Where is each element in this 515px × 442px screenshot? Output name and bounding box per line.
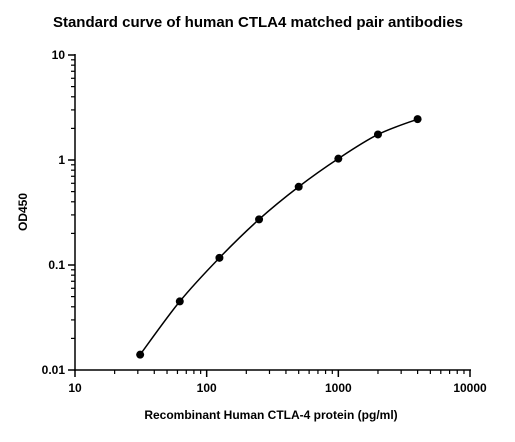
- fitted-curve: [139, 118, 418, 356]
- y-axis-label: OD450: [16, 193, 30, 231]
- data-point: [255, 215, 264, 224]
- data-point: [334, 154, 343, 163]
- chart-title: Standard curve of human CTLA4 matched pa…: [53, 14, 463, 31]
- data-points: [136, 115, 422, 359]
- data-point: [373, 130, 382, 139]
- y-tick-label: 0.01: [42, 363, 66, 377]
- data-point: [215, 253, 224, 262]
- fitted-curve-group: [139, 118, 418, 356]
- x-tick-label: 10: [68, 381, 82, 395]
- x-tick-label: 1000: [325, 381, 352, 395]
- x-axis-label: Recombinant Human CTLA-4 protein (pg/ml): [144, 408, 397, 422]
- x-tick-label: 10000: [453, 381, 487, 395]
- x-tick-label: 100: [197, 381, 217, 395]
- y-tick-label: 10: [52, 48, 66, 62]
- data-point: [294, 182, 303, 191]
- data-point: [136, 350, 145, 359]
- axes: 10 100 1000 10000 0.01 0.1 1 10: [42, 48, 487, 395]
- y-tick-label: 1: [58, 153, 65, 167]
- y-tick-label: 0.1: [48, 258, 65, 272]
- data-point: [413, 115, 422, 124]
- data-point: [175, 297, 184, 306]
